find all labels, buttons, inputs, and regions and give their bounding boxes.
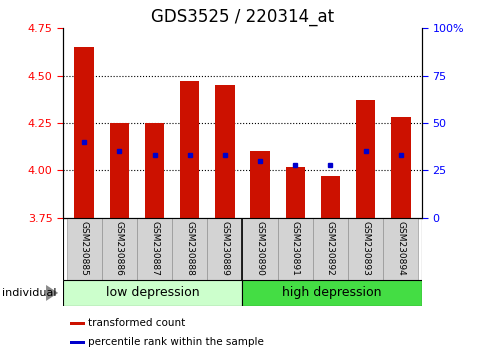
Bar <box>70 341 84 344</box>
Text: GSM230894: GSM230894 <box>395 221 405 276</box>
Bar <box>75 47 93 218</box>
Bar <box>320 176 339 218</box>
Text: GSM230887: GSM230887 <box>150 221 159 276</box>
Bar <box>242 280 421 306</box>
Polygon shape <box>46 285 58 301</box>
Title: GDS3525 / 220314_at: GDS3525 / 220314_at <box>151 8 333 25</box>
Text: transformed count: transformed count <box>88 318 185 328</box>
Text: GSM230890: GSM230890 <box>255 221 264 276</box>
Bar <box>63 280 242 306</box>
Text: low depression: low depression <box>106 286 199 299</box>
Bar <box>109 123 129 218</box>
Text: GSM230893: GSM230893 <box>361 221 369 276</box>
Text: GSM230892: GSM230892 <box>325 221 334 276</box>
Text: GSM230889: GSM230889 <box>220 221 229 276</box>
Bar <box>285 167 304 218</box>
Bar <box>382 218 418 280</box>
Bar <box>102 218 136 280</box>
Text: high depression: high depression <box>282 286 381 299</box>
Bar <box>391 117 409 218</box>
Bar <box>207 218 242 280</box>
Bar <box>66 218 102 280</box>
Bar <box>250 152 269 218</box>
Bar <box>145 123 164 218</box>
Bar <box>348 218 382 280</box>
Bar <box>136 218 172 280</box>
Bar <box>215 85 234 218</box>
Bar <box>355 100 375 218</box>
Text: GSM230891: GSM230891 <box>290 221 299 276</box>
Text: individual: individual <box>2 288 57 298</box>
Bar <box>172 218 207 280</box>
Bar <box>242 218 277 280</box>
Text: GSM230886: GSM230886 <box>115 221 123 276</box>
Bar <box>70 321 84 325</box>
Bar <box>180 81 199 218</box>
Bar <box>312 218 348 280</box>
Text: GSM230885: GSM230885 <box>79 221 89 276</box>
Bar <box>277 218 312 280</box>
Text: percentile rank within the sample: percentile rank within the sample <box>88 337 263 347</box>
Text: GSM230888: GSM230888 <box>185 221 194 276</box>
